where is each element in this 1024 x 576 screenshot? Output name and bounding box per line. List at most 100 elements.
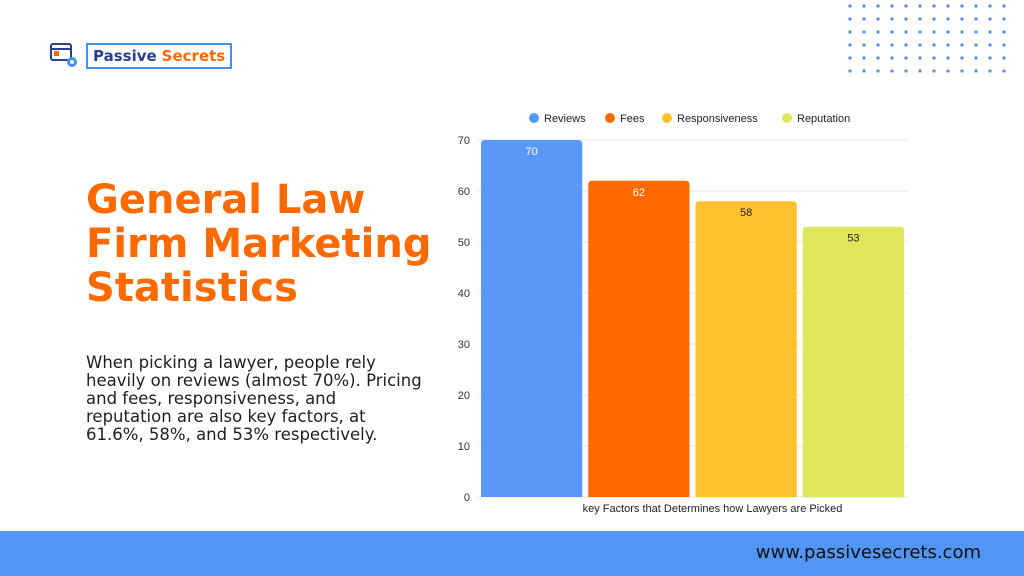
- decorative-dot: [918, 43, 922, 47]
- decorative-dot: [988, 69, 992, 73]
- y-tick-label: 20: [458, 390, 470, 402]
- logo-word-2: Secrets: [161, 47, 226, 65]
- decorative-dot: [876, 69, 880, 73]
- decorative-dot: [876, 56, 880, 60]
- decorative-dot: [918, 4, 922, 8]
- decorative-dot: [862, 56, 866, 60]
- decorative-dot: [974, 56, 978, 60]
- decorative-dot: [1002, 43, 1006, 47]
- decorative-dot: [932, 4, 936, 8]
- decorative-dot: [946, 43, 950, 47]
- logo-icon: [50, 43, 77, 67]
- y-tick-label: 50: [458, 237, 470, 249]
- decorative-dot: [890, 43, 894, 47]
- decorative-dot: [848, 4, 852, 8]
- decorative-dot: [918, 17, 922, 21]
- description-text: When picking a lawyer, people rely heavi…: [86, 353, 422, 444]
- y-tick-label: 40: [458, 288, 470, 300]
- decorative-dot: [974, 4, 978, 8]
- decorative-dot: [988, 56, 992, 60]
- logo-text: Passive Secrets: [86, 43, 233, 69]
- decorative-dot: [918, 30, 922, 34]
- bar-reputation: [802, 226, 904, 497]
- decorative-dot: [1002, 4, 1006, 8]
- decorative-dot: [876, 17, 880, 21]
- decorative-dot: [932, 30, 936, 34]
- bar-chart: 0 10 20 30 40 50 60 70 70 62 58 53 key Factors that …: [458, 113, 907, 515]
- decorative-dot: [974, 17, 978, 21]
- legend-swatch: [605, 113, 615, 123]
- decorative-dot: [932, 43, 936, 47]
- decorative-dot: [974, 30, 978, 34]
- legend-swatch: [662, 113, 672, 123]
- legend-label: Reputation: [797, 113, 850, 125]
- decorative-dot: [918, 69, 922, 73]
- y-tick-label: 0: [464, 492, 470, 504]
- legend-label: Fees: [620, 113, 645, 125]
- logo-word-1: Passive: [93, 47, 157, 65]
- legend-label: Responsiveness: [677, 113, 758, 125]
- data-label: 58: [740, 207, 752, 219]
- decorative-dot: [904, 4, 908, 8]
- decorative-dot: [946, 56, 950, 60]
- decorative-dot: [960, 56, 964, 60]
- decorative-dot: [890, 17, 894, 21]
- decorative-dot: [988, 30, 992, 34]
- decorative-dot: [876, 30, 880, 34]
- decorative-dot: [932, 69, 936, 73]
- footer-bar: www.passivesecrets.com: [0, 531, 1024, 576]
- decorative-dot: [890, 4, 894, 8]
- decorative-dot: [904, 17, 908, 21]
- decorative-dot: [848, 17, 852, 21]
- decorative-dot: [848, 56, 852, 60]
- decorative-dot: [904, 30, 908, 34]
- legend-label: Reviews: [544, 113, 586, 125]
- decorative-dot: [946, 69, 950, 73]
- decorative-dot: [862, 17, 866, 21]
- page-title: General Law Firm Marketing Statistics: [86, 177, 432, 311]
- decorative-dot: [862, 69, 866, 73]
- decorative-dot: [1002, 30, 1006, 34]
- y-tick-label: 70: [458, 135, 470, 147]
- decorative-dots: [848, 4, 1006, 73]
- y-tick-label: 30: [458, 339, 470, 351]
- decorative-dot: [848, 30, 852, 34]
- decorative-dot: [848, 69, 852, 73]
- decorative-dot: [932, 17, 936, 21]
- decorative-dot: [848, 43, 852, 47]
- bar-responsiveness: [695, 201, 797, 497]
- bar-reviews: [481, 140, 583, 497]
- decorative-dot: [946, 17, 950, 21]
- legend-swatch: [782, 113, 792, 123]
- footer-url[interactable]: www.passivesecrets.com: [755, 542, 981, 563]
- decorative-dot: [876, 43, 880, 47]
- decorative-dot: [1002, 69, 1006, 73]
- decorative-dot: [974, 43, 978, 47]
- decorative-dot: [890, 30, 894, 34]
- data-label: 53: [847, 233, 859, 245]
- decorative-dot: [862, 30, 866, 34]
- decorative-dot: [904, 43, 908, 47]
- decorative-dot: [1002, 17, 1006, 21]
- y-tick-label: 10: [458, 441, 470, 453]
- decorative-dot: [904, 69, 908, 73]
- legend-swatch: [529, 113, 539, 123]
- decorative-dot: [960, 43, 964, 47]
- decorative-dot: [862, 43, 866, 47]
- decorative-dot: [946, 4, 950, 8]
- decorative-dot: [988, 17, 992, 21]
- decorative-dot: [988, 43, 992, 47]
- y-tick-label: 60: [458, 186, 470, 198]
- decorative-dot: [862, 4, 866, 8]
- decorative-dot: [890, 69, 894, 73]
- decorative-dot: [890, 56, 894, 60]
- decorative-dot: [932, 56, 936, 60]
- decorative-dot: [918, 56, 922, 60]
- x-axis-label: key Factors that Determines how Lawyers …: [583, 503, 843, 515]
- decorative-dot: [960, 69, 964, 73]
- decorative-dot: [988, 4, 992, 8]
- logo: Passive Secrets: [50, 42, 233, 70]
- bar-fees: [588, 180, 690, 498]
- data-label: 62: [633, 187, 645, 199]
- decorative-dot: [960, 30, 964, 34]
